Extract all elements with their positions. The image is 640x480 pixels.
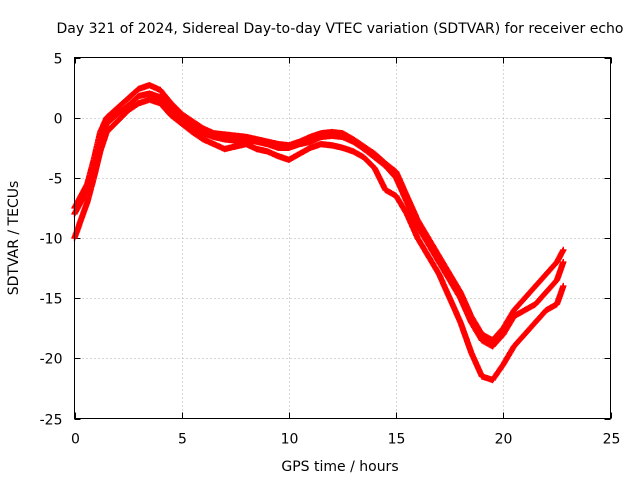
axis-ticks [74, 57, 612, 420]
y-tick-label: 5 [54, 52, 63, 68]
y-tick-label: -15 [40, 292, 63, 308]
data-series-track-3 [71, 82, 567, 344]
data-series-track-1 [71, 90, 567, 350]
chart-title: Day 321 of 2024, Sidereal Day-to-day VTE… [57, 21, 624, 37]
y-tick-label: -20 [40, 352, 63, 368]
x-tick-label: 0 [71, 432, 80, 448]
x-axis-label: GPS time / hours [281, 459, 398, 475]
x-tick-label: 20 [495, 432, 513, 448]
grid-layer [74, 57, 611, 419]
x-tick-label: 5 [178, 432, 187, 448]
tick-labels: 0 5 10 15 20 25 -25 -20 -15 -10 -5 0 5 [40, 52, 621, 448]
y-tick-label: 0 [54, 112, 63, 128]
plot-frame [74, 57, 611, 419]
y-tick-label: -10 [40, 232, 63, 248]
y-axis-label: SDTVAR / TECUs [6, 181, 22, 296]
y-tick-label: -5 [49, 172, 63, 188]
data-points [71, 82, 567, 384]
x-tick-label: 10 [281, 432, 299, 448]
x-tick-label: 25 [603, 432, 621, 448]
x-tick-label: 15 [388, 432, 406, 448]
y-tick-label: -25 [40, 413, 63, 429]
